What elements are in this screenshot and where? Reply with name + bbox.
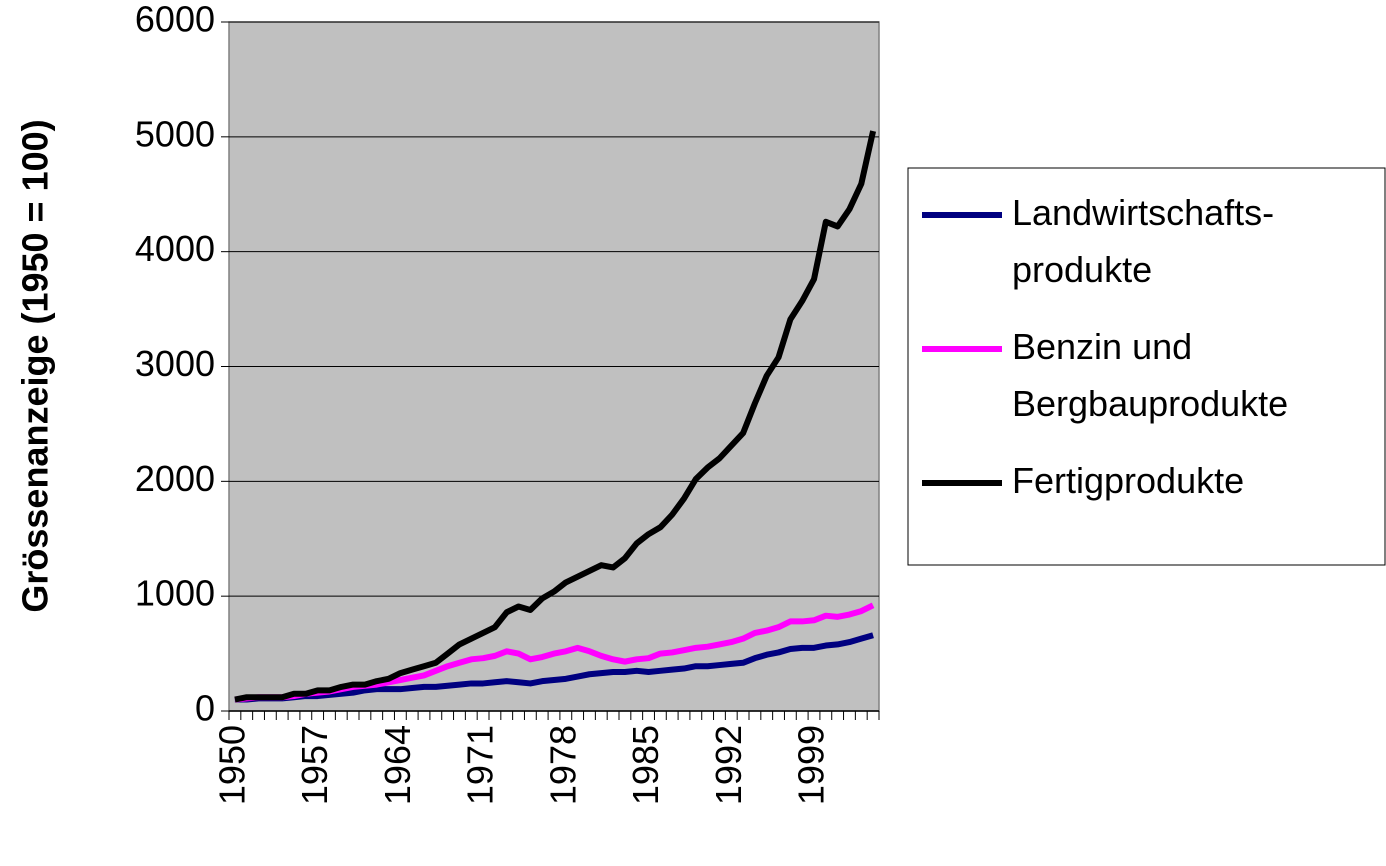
x-tick-label: 1978 (542, 725, 583, 805)
legend-label: Fertigprodukte (1012, 460, 1244, 501)
legend-label-line: Landwirtschafts- (1012, 192, 1274, 233)
y-tick-label: 3000 (135, 343, 215, 384)
x-tick-label: 1992 (708, 725, 749, 805)
y-tick-label: 5000 (135, 113, 215, 154)
y-tick-label: 6000 (135, 0, 215, 40)
x-tick-label: 1964 (377, 725, 418, 805)
x-tick-label: 1957 (294, 725, 335, 805)
y-axis-title: Grössenanzeige (1950 = 100) (15, 119, 56, 612)
legend-label: Benzin und Bergbauprodukte (1012, 326, 1288, 424)
x-tick-label: 1971 (460, 725, 501, 805)
y-tick-label: 0 (195, 688, 215, 729)
y-tick-label: 4000 (135, 228, 215, 269)
y-tick-label: 1000 (135, 573, 215, 614)
legend-label-line: produkte (1012, 249, 1152, 290)
legend-label: Landwirtschafts-produkte (1012, 192, 1274, 290)
x-tick-label: 1950 (211, 725, 252, 805)
legend-box (907, 167, 1386, 566)
x-tick-label: 1999 (791, 725, 832, 805)
legend-label-line: Bergbauprodukte (1012, 383, 1288, 424)
y-tick-label: 2000 (135, 458, 215, 499)
legend-label-line: Fertigprodukte (1012, 460, 1244, 501)
series-line (234, 130, 877, 703)
x-tick-label: 1985 (625, 725, 666, 805)
series-line (234, 632, 874, 703)
legend-label-line: Benzin und (1012, 326, 1192, 367)
